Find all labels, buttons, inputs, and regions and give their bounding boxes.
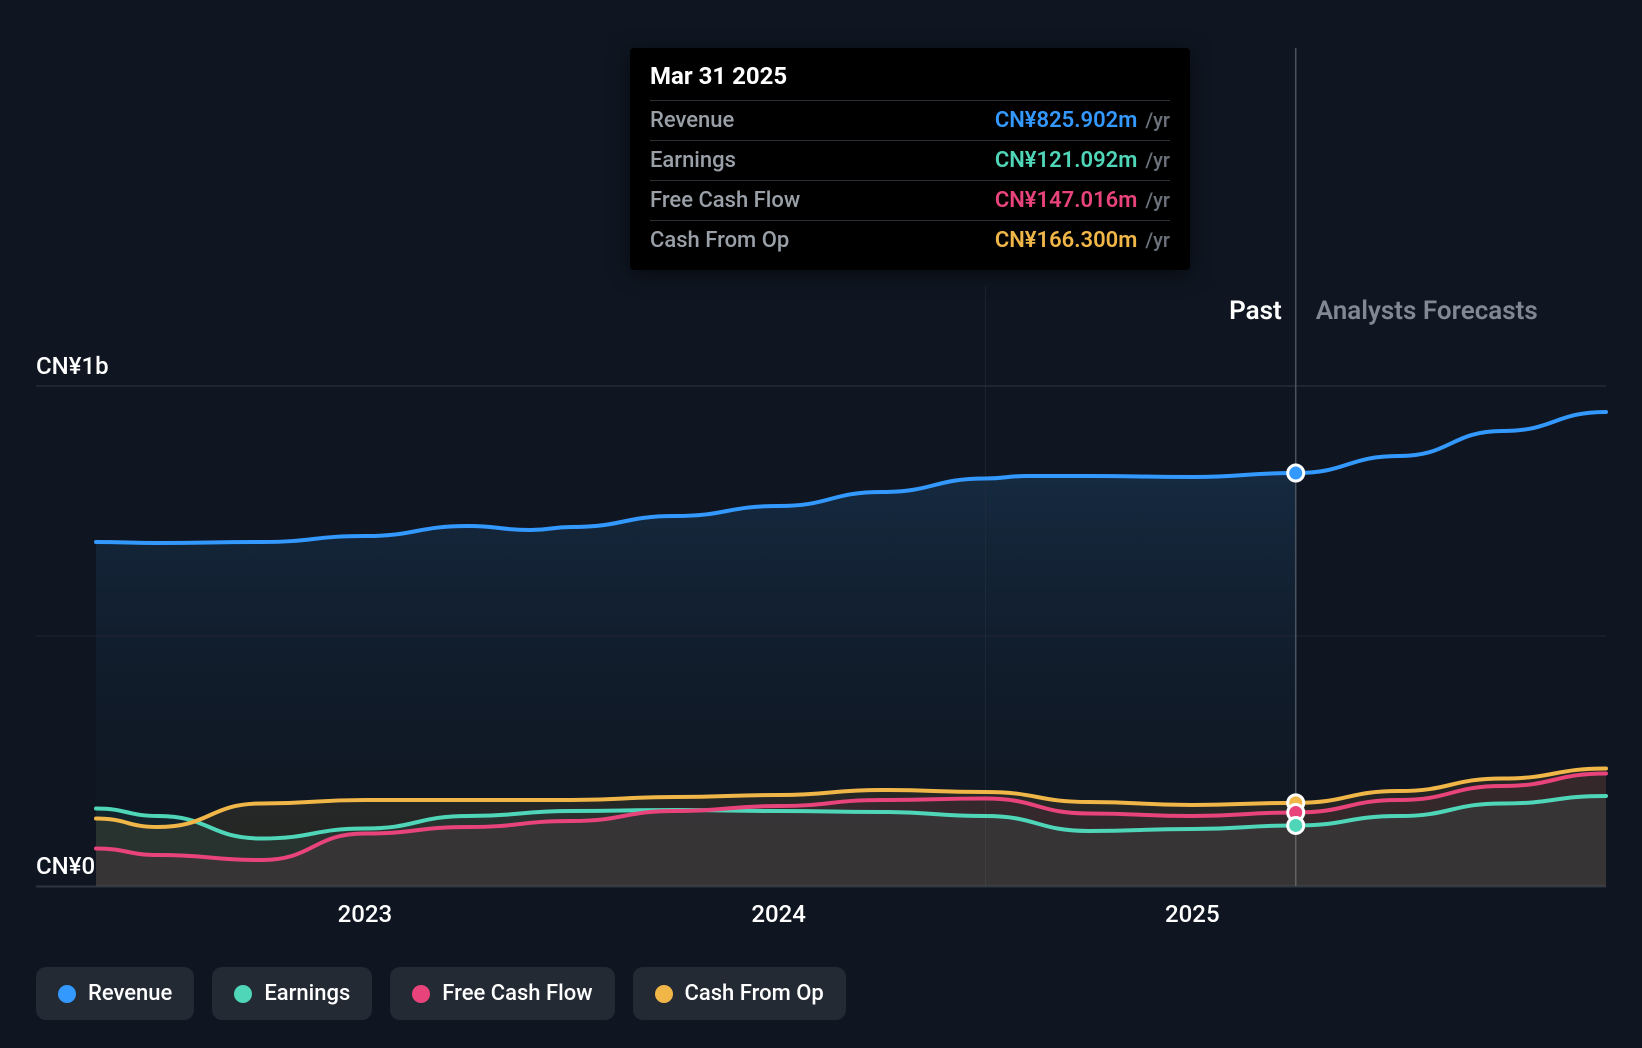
legend-item-revenue[interactable]: Revenue bbox=[36, 967, 194, 1020]
tooltip-metric-label: Earnings bbox=[650, 148, 736, 173]
chart-tooltip: Mar 31 2025 Revenue CN¥825.902m /yr Earn… bbox=[630, 48, 1190, 270]
legend-dot-icon bbox=[412, 985, 430, 1003]
legend-dot-icon bbox=[234, 985, 252, 1003]
legend-item-cfo[interactable]: Cash From Op bbox=[633, 967, 846, 1020]
legend-dot-icon bbox=[655, 985, 673, 1003]
legend-label: Earnings bbox=[264, 981, 350, 1006]
tooltip-value: CN¥121.092m bbox=[995, 148, 1137, 173]
legend-dot-icon bbox=[58, 985, 76, 1003]
legend-item-fcf[interactable]: Free Cash Flow bbox=[390, 967, 614, 1020]
legend-label: Revenue bbox=[88, 981, 172, 1006]
tooltip-unit: /yr bbox=[1145, 188, 1170, 212]
region-label-past: Past bbox=[1229, 296, 1282, 326]
tooltip-row-fcf: Free Cash Flow CN¥147.016m /yr bbox=[650, 180, 1170, 220]
region-label-forecast: Analysts Forecasts bbox=[1316, 296, 1538, 326]
tooltip-metric-label: Revenue bbox=[650, 108, 734, 133]
financials-chart: CN¥0 CN¥1b 2023 2024 2025 Past Analysts … bbox=[0, 0, 1642, 1048]
tooltip-unit: /yr bbox=[1145, 108, 1170, 132]
legend-label: Cash From Op bbox=[685, 981, 824, 1006]
legend: Revenue Earnings Free Cash Flow Cash Fro… bbox=[36, 967, 846, 1020]
x-axis-label-2024: 2024 bbox=[751, 900, 806, 928]
tooltip-row-revenue: Revenue CN¥825.902m /yr bbox=[650, 100, 1170, 140]
tooltip-unit: /yr bbox=[1145, 148, 1170, 172]
tooltip-metric-label: Free Cash Flow bbox=[650, 188, 800, 213]
legend-item-earnings[interactable]: Earnings bbox=[212, 967, 372, 1020]
tooltip-value: CN¥147.016m bbox=[995, 188, 1137, 213]
tooltip-row-earnings: Earnings CN¥121.092m /yr bbox=[650, 140, 1170, 180]
tooltip-row-cfo: Cash From Op CN¥166.300m /yr bbox=[650, 220, 1170, 260]
y-axis-label-1b: CN¥1b bbox=[36, 352, 109, 380]
x-axis-label-2023: 2023 bbox=[338, 900, 393, 928]
legend-label: Free Cash Flow bbox=[442, 981, 592, 1006]
tooltip-unit: /yr bbox=[1145, 228, 1170, 252]
tooltip-value: CN¥825.902m bbox=[995, 108, 1137, 133]
tooltip-value: CN¥166.300m bbox=[995, 228, 1137, 253]
tooltip-date: Mar 31 2025 bbox=[650, 62, 1170, 100]
y-axis-label-0: CN¥0 bbox=[36, 852, 95, 880]
tooltip-metric-label: Cash From Op bbox=[650, 228, 789, 253]
x-axis-label-2025: 2025 bbox=[1165, 900, 1220, 928]
